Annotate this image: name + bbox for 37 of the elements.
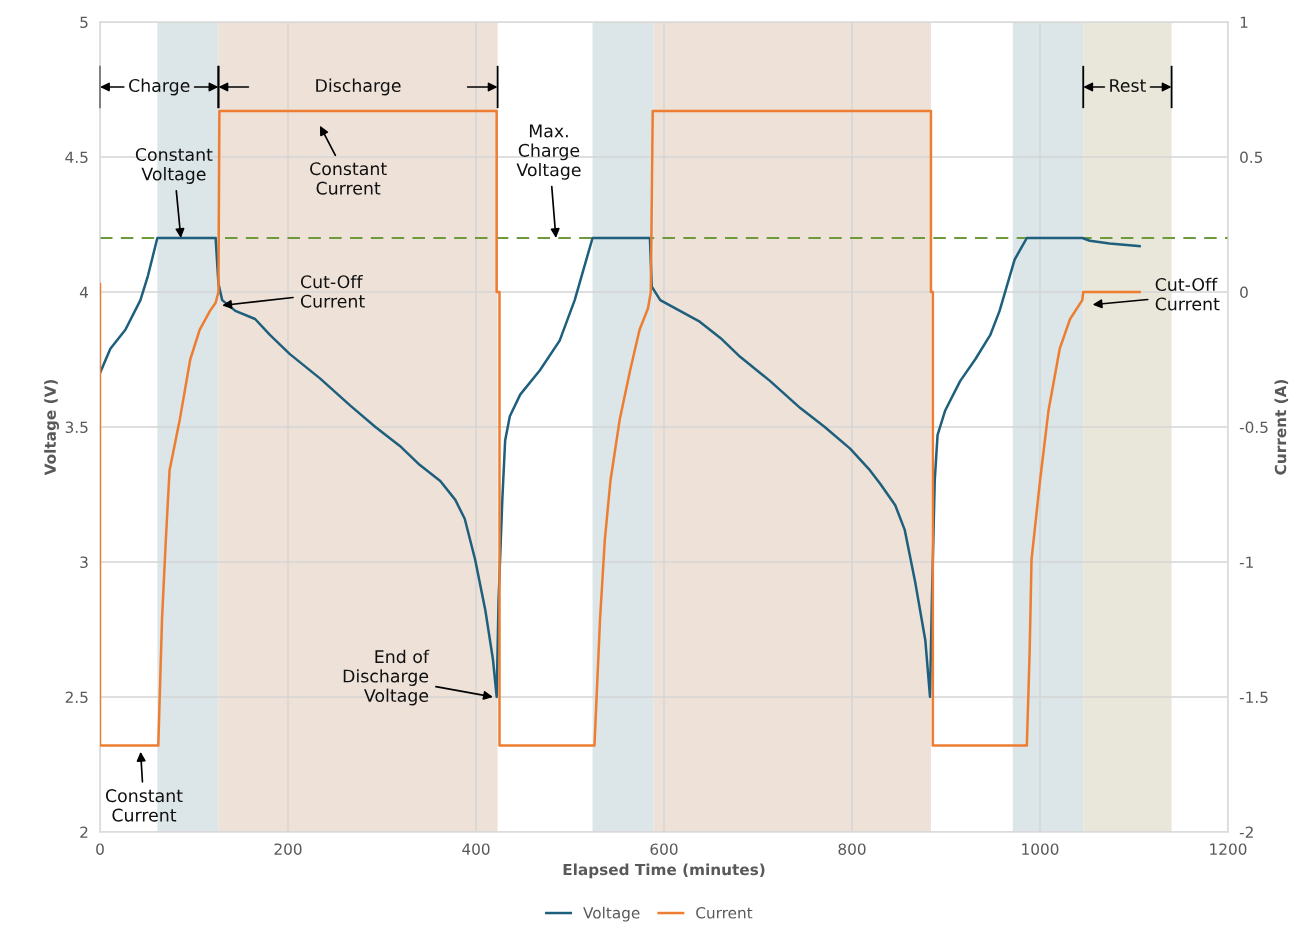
band-label: Rest bbox=[1110, 79, 1146, 93]
x-tick-label: 1000 bbox=[1022, 843, 1059, 855]
annotation: Charge bbox=[129, 78, 190, 96]
y2-tick-label: -2 bbox=[1239, 826, 1253, 838]
y2-tick-label: 1 bbox=[1240, 16, 1248, 28]
x-tick-label: 0 bbox=[96, 843, 104, 855]
legend-label: Voltage bbox=[583, 906, 640, 922]
y-tick-label: 2.5 bbox=[65, 691, 88, 704]
y2-tick-label: -1 bbox=[1239, 556, 1253, 568]
y-tick-label: 5 bbox=[80, 16, 88, 29]
x-tick-label: 600 bbox=[650, 843, 678, 855]
y-tick-label: 2 bbox=[80, 826, 88, 838]
legend-label: Current bbox=[696, 907, 753, 919]
x-axis-title: Elapsed Time (minutes) bbox=[563, 863, 765, 879]
x-tick-label: 400 bbox=[462, 843, 490, 855]
annotation: Cut-Off Current bbox=[1155, 277, 1220, 311]
annotation: Max. Charge Voltage bbox=[516, 124, 581, 180]
x-tick-label: 800 bbox=[838, 843, 866, 855]
y2-axis-title: Current (A) bbox=[1274, 379, 1289, 475]
x-tick-label: 200 bbox=[274, 843, 302, 855]
annotation: Constant Current bbox=[310, 162, 387, 195]
y-axis-title: Voltage (V) bbox=[44, 379, 60, 476]
annotation: Constant Voltage bbox=[135, 147, 213, 184]
band-label: Discharge bbox=[316, 78, 401, 96]
y-tick-label: 3 bbox=[80, 556, 88, 569]
annotation: End of Discharge Voltage bbox=[343, 649, 430, 706]
x-tick-label: 1200 bbox=[1210, 843, 1247, 855]
y2-tick-label: 0.5 bbox=[1240, 151, 1263, 164]
annotation: Constant Current bbox=[105, 789, 183, 822]
annotation: Cut-Off Current bbox=[300, 274, 365, 308]
y-tick-label: 4 bbox=[79, 286, 89, 298]
y2-tick-label: -1.5 bbox=[1239, 691, 1268, 704]
line-series bbox=[100, 109, 1141, 747]
y-tick-label: 3.5 bbox=[65, 421, 88, 434]
y-tick-label: 4.5 bbox=[65, 151, 88, 164]
y2-tick-label: 0 bbox=[1240, 286, 1248, 299]
y2-tick-label: -0.5 bbox=[1239, 421, 1268, 434]
